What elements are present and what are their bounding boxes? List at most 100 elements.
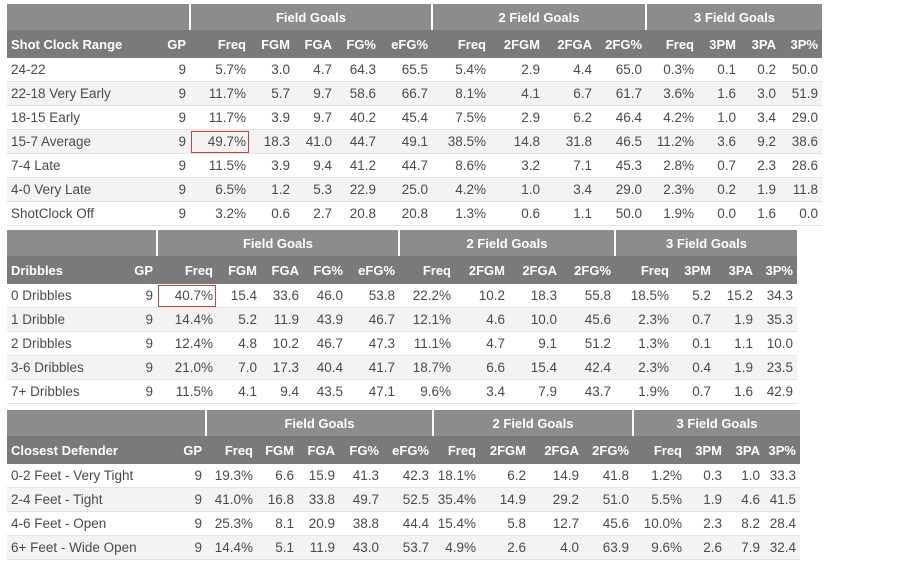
column-header[interactable]: Freq [190,30,250,58]
table-cell: 8.2 [726,511,764,536]
column-header[interactable]: Freq [206,436,257,464]
column-header[interactable]: 3PM [698,30,740,58]
table-cell: 42.3 [383,464,433,488]
column-header[interactable]: 3P% [780,30,822,58]
table-cell: 4.1 [217,379,261,404]
column-header[interactable]: 3PA [740,30,780,58]
group-header: Field Goals [156,230,399,256]
table-cell: 51.0 [583,487,633,512]
column-header[interactable]: FGM [257,436,298,464]
column-header[interactable]: eFG% [347,256,399,284]
column-header[interactable]: Freq [615,256,673,284]
column-header[interactable]: 3P% [757,256,797,284]
table-cell: 9.2 [740,129,780,154]
table-cell: 41.7 [347,355,399,380]
table-cell: 44.7 [336,129,380,154]
column-header[interactable]: eFG% [383,436,433,464]
table-cell: 1.0 [726,464,764,488]
column-header[interactable]: 2FGA [544,30,596,58]
table-cell: 47.3 [347,331,399,356]
table-cell: 2.3% [615,307,673,332]
table-cell: 25.3% [206,511,257,536]
column-header[interactable]: eFG% [380,30,432,58]
column-header[interactable]: 2FG% [583,436,633,464]
column-header[interactable]: Freq [432,30,490,58]
table-cell: 15.2 [715,284,757,308]
table-cell: 46.4 [596,105,646,130]
table-cell: 1.0 [698,105,740,130]
table-cell: 41.2 [336,153,380,178]
column-header[interactable]: 3PM [686,436,726,464]
table-cell: 33.6 [261,284,303,308]
table-cell: 9.6% [633,535,686,560]
column-header[interactable]: 2FG% [596,30,646,58]
row-label: 4-6 Feet - Open [7,511,170,536]
column-header[interactable]: 3P% [764,436,800,464]
column-header[interactable]: GP [152,30,190,58]
column-header[interactable]: Closest Defender [7,436,170,464]
column-header[interactable]: Shot Clock Range [7,30,152,58]
table-cell: 11.9 [298,535,339,560]
column-header[interactable]: FGA [261,256,303,284]
table-cell: 45.4 [380,105,432,130]
column-header[interactable]: Freq [633,436,686,464]
column-header[interactable]: GP [170,436,206,464]
column-header[interactable]: Dribbles [7,256,125,284]
table-cell: 1.0 [490,177,544,202]
table-cell: 2.9 [490,58,544,82]
table-cell: 11.5% [157,379,217,404]
table-cell: 9 [152,201,190,226]
column-header[interactable]: FG% [339,436,383,464]
column-header[interactable]: FG% [336,30,380,58]
column-header[interactable]: Freq [646,30,698,58]
table-cell: 9 [152,58,190,82]
group-header: Field Goals [205,410,433,436]
table-cell: 34.3 [757,284,797,308]
table-cell: 7.0 [217,355,261,380]
row-label: 24-22 [7,58,152,82]
table-cell: 45.6 [561,307,615,332]
table-cell: 0.3% [646,58,698,82]
table-cell: 18.5% [615,284,673,308]
table-cell: 41.0 [294,129,336,154]
table-cell: 5.1 [257,535,298,560]
column-header[interactable]: FGA [298,436,339,464]
table-row: 15-7 Average 9 49.7% 18.3 41.0 44.7 49.1 38.5% 1… [7,129,822,154]
table-cell: 6.5% [190,177,250,202]
column-header[interactable]: 2FGA [530,436,583,464]
table-cell: 12.7 [530,511,583,536]
column-header[interactable]: 3PM [673,256,715,284]
table-cell: 0.2 [740,58,780,82]
table-row: 7+ Dribbles 9 11.5% 4.1 9.4 43.5 47.1 9.6% 3.4 7.… [7,379,797,404]
column-header[interactable]: 2FGM [455,256,509,284]
column-header[interactable]: 2FGM [480,436,530,464]
table-cell: 31.8 [544,129,596,154]
column-header[interactable]: FG% [303,256,347,284]
column-header[interactable]: FGA [294,30,336,58]
table-cell: 50.0 [596,201,646,226]
column-header[interactable]: 3PA [726,436,764,464]
column-header[interactable]: 3PA [715,256,757,284]
table-cell: 58.6 [336,81,380,106]
table-cell: 14.8 [490,129,544,154]
column-header[interactable]: GP [125,256,157,284]
column-header[interactable]: 2FGM [490,30,544,58]
column-header[interactable]: Freq [157,256,217,284]
table-cell: 8.1 [257,511,298,536]
table-cell: 5.5% [633,487,686,512]
table-row: 2 Dribbles 9 12.4% 4.8 10.2 46.7 47.3 11.1% 4.7 9… [7,331,797,356]
table-cell: 3.9 [250,153,294,178]
table-cell: 18.3 [250,129,294,154]
table-cell: 41.5 [764,487,800,512]
column-header[interactable]: Freq [433,436,480,464]
table-cell: 9.4 [294,153,336,178]
table-row: 1 Dribble 9 14.4% 5.2 11.9 43.9 46.7 12.1% 4.6 10… [7,307,797,332]
column-header[interactable]: 2FGA [509,256,561,284]
column-header[interactable]: FGM [250,30,294,58]
table-cell: 9 [170,464,206,488]
table-cell: 10.2 [261,331,303,356]
table-cell: 43.7 [561,379,615,404]
column-header[interactable]: Freq [399,256,455,284]
column-header[interactable]: FGM [217,256,261,284]
column-header[interactable]: 2FG% [561,256,615,284]
